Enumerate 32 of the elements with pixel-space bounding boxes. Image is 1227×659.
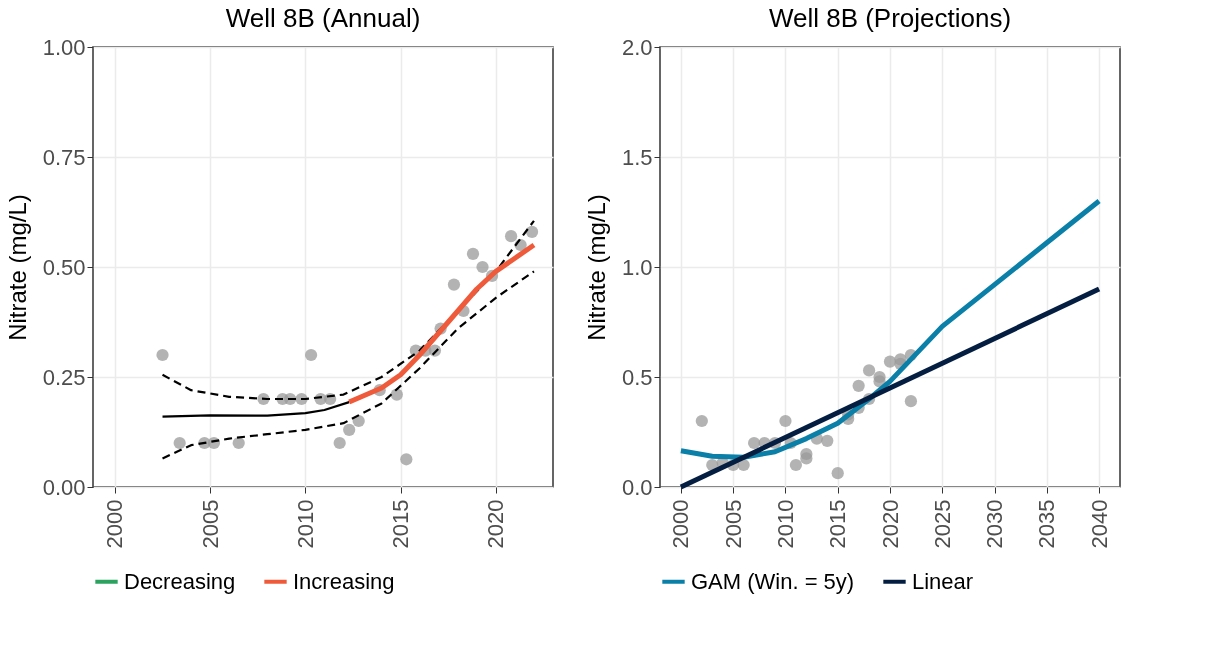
y-tick-label: 2.0 <box>621 34 653 60</box>
legend-label: Decreasing <box>124 568 236 594</box>
x-tick-label: 2025 <box>929 499 955 549</box>
y-tick-label: 0.25 <box>42 364 86 390</box>
legend-label: Linear <box>912 568 974 594</box>
legend-label: Increasing <box>293 568 395 594</box>
x-tick-label: 2015 <box>825 499 851 549</box>
y-tick-label: 0.75 <box>42 144 86 170</box>
x-tick-label: 2000 <box>668 499 694 549</box>
y-axis-title: Nitrate (mg/L) <box>3 194 31 341</box>
x-tick-label: 2020 <box>877 499 903 549</box>
y-tick-label: 0.50 <box>42 254 86 280</box>
chart-title: Well 8B (Annual) <box>225 3 421 33</box>
chart-title: Well 8B (Projections) <box>768 3 1012 33</box>
x-tick-label: 2015 <box>388 499 414 549</box>
y-tick-label: 0.00 <box>42 474 86 500</box>
y-tick-label: 1.0 <box>621 254 653 280</box>
x-tick-label: 2010 <box>772 499 798 549</box>
x-tick-label: 2030 <box>982 499 1008 549</box>
x-tick-label: 2005 <box>720 499 746 549</box>
y-axis-title: Nitrate (mg/L) <box>582 194 610 341</box>
x-tick-label: 2005 <box>197 499 223 549</box>
x-tick-label: 2020 <box>483 499 509 549</box>
y-tick-label: 0.5 <box>621 364 653 390</box>
x-tick-label: 2010 <box>292 499 318 549</box>
y-tick-label: 1.00 <box>42 34 86 60</box>
x-tick-label: 2000 <box>102 499 128 549</box>
x-tick-label: 2040 <box>1086 499 1112 549</box>
legend-label: GAM (Win. = 5y) <box>691 568 855 594</box>
y-tick-label: 0.0 <box>621 474 653 500</box>
x-tick-label: 2035 <box>1034 499 1060 549</box>
y-tick-label: 1.5 <box>621 144 653 170</box>
